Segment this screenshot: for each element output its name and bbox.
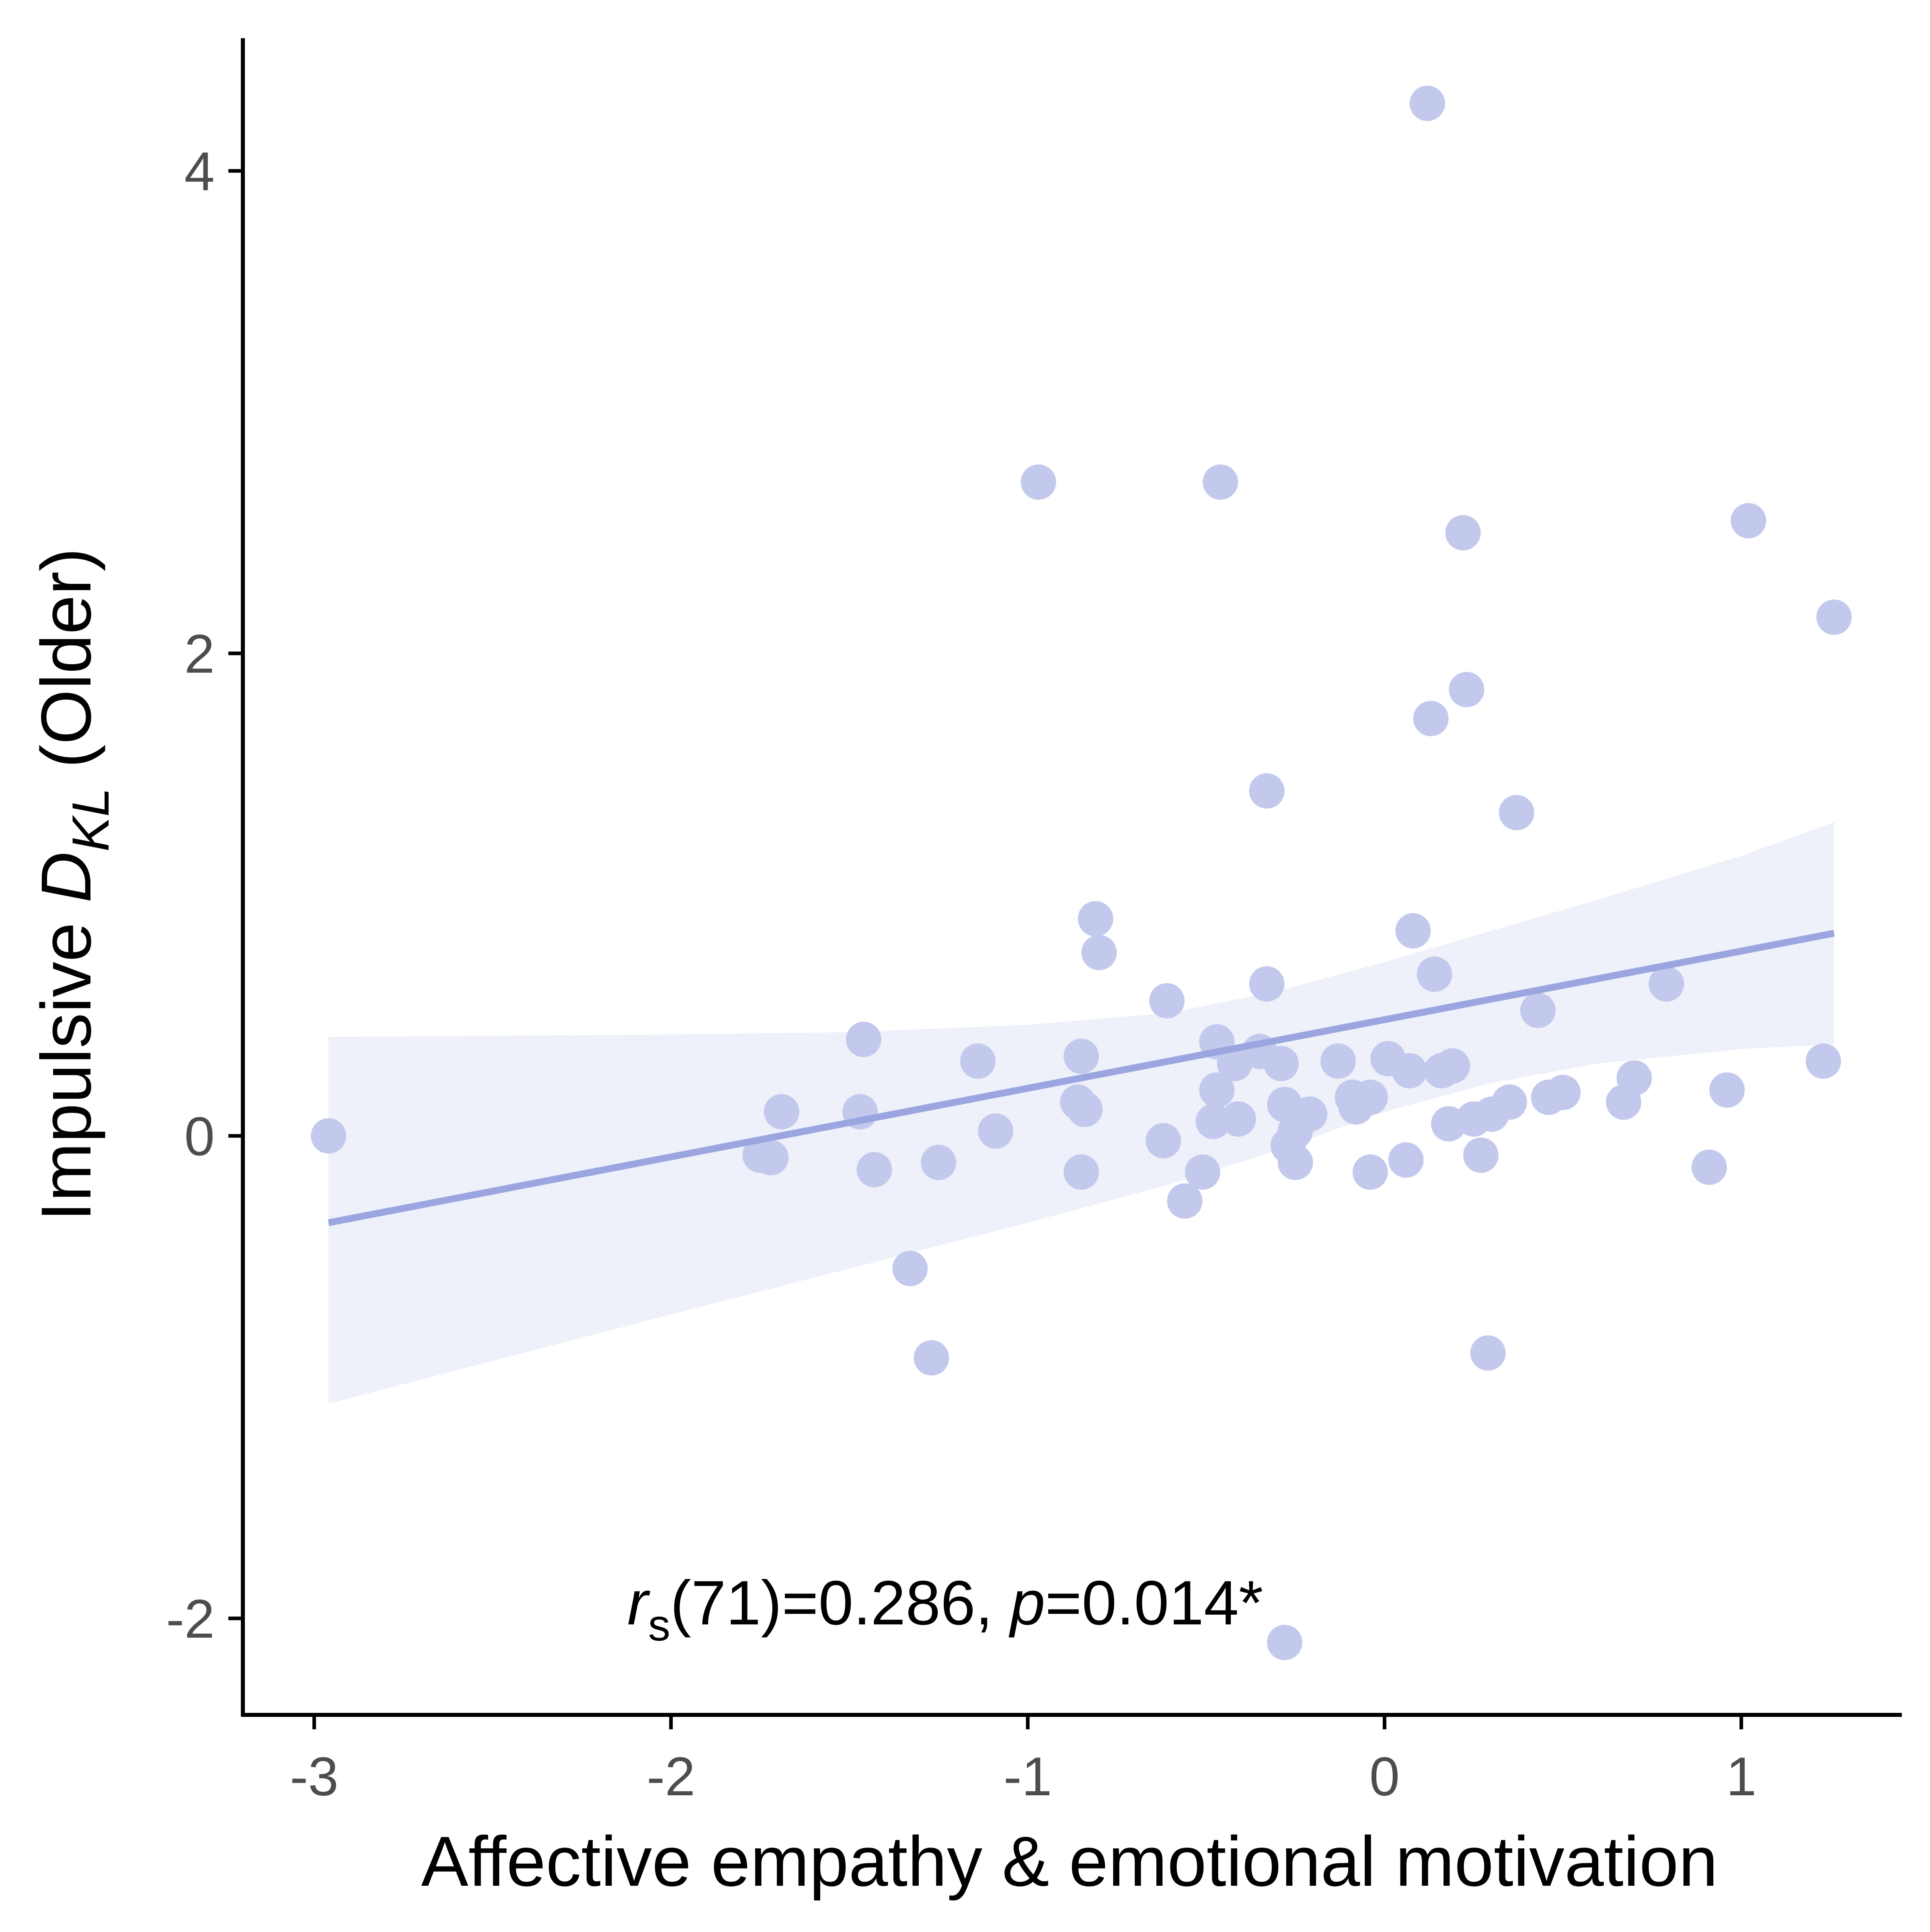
y-tick-label: 0 <box>184 1106 215 1167</box>
data-point-9 <box>914 1340 949 1376</box>
data-point-38 <box>1277 1145 1313 1180</box>
data-point-48 <box>1395 913 1431 949</box>
data-point-39 <box>1292 1096 1328 1132</box>
annotation-r-subscript: s <box>648 1601 670 1650</box>
data-point-22 <box>1167 1183 1203 1219</box>
data-points-layer <box>311 86 1852 1660</box>
data-point-59 <box>1470 1335 1506 1371</box>
data-point-16 <box>1067 1092 1103 1127</box>
data-point-33 <box>1263 1046 1299 1081</box>
data-point-4 <box>764 1094 799 1129</box>
y-axis-title-suffix: (Older) <box>27 548 106 788</box>
data-point-8 <box>892 1251 928 1286</box>
x-tick-label: -2 <box>647 1746 695 1807</box>
x-tick-label: -3 <box>290 1746 339 1807</box>
data-point-17 <box>1064 1154 1099 1190</box>
annotation-r-symbol: r <box>627 1568 651 1638</box>
data-point-67 <box>1616 1060 1652 1096</box>
y-tick-label: 2 <box>184 623 215 684</box>
data-point-1 <box>311 1118 346 1154</box>
x-tick-label: 1 <box>1726 1746 1757 1807</box>
data-point-65 <box>1545 1075 1581 1110</box>
data-point-51 <box>1417 957 1452 992</box>
data-point-18 <box>1078 901 1113 936</box>
correlation-annotation: rs(71)=0.286, p=0.014* <box>627 1568 1263 1650</box>
x-tick-label: -1 <box>1004 1746 1052 1807</box>
data-point-49 <box>1409 86 1445 121</box>
y-axis-title: Impulsive DKL (Older) <box>27 548 120 1222</box>
data-point-71 <box>1731 503 1766 538</box>
data-point-19 <box>1081 935 1117 970</box>
data-point-44 <box>1352 1154 1388 1190</box>
axes-layer: -3 -2 -1 0 1 -2 0 2 4 <box>166 38 1902 1807</box>
data-point-43 <box>1352 1080 1388 1115</box>
data-point-12 <box>978 1113 1014 1149</box>
data-point-63 <box>1520 993 1556 1028</box>
data-point-10 <box>921 1145 957 1180</box>
annotation-p-rest: =0.014* <box>1045 1568 1263 1638</box>
y-tick-label: 4 <box>184 141 215 202</box>
data-point-7 <box>856 1152 892 1187</box>
annotation-p-symbol: p <box>1009 1568 1045 1638</box>
data-point-21 <box>1149 983 1185 1018</box>
data-point-29 <box>1220 1101 1256 1137</box>
data-point-61 <box>1492 1084 1527 1120</box>
data-point-68 <box>1649 966 1684 1002</box>
y-tick-label: -2 <box>166 1588 215 1649</box>
annotation-r-rest: (71)=0.286, <box>670 1568 1010 1638</box>
data-point-26 <box>1199 1072 1235 1108</box>
data-point-69 <box>1691 1150 1727 1185</box>
data-point-32 <box>1249 773 1285 809</box>
data-point-14 <box>1064 1039 1099 1074</box>
y-axis-title-prefix: Impulsive <box>27 903 106 1221</box>
regression-line <box>328 930 1835 1226</box>
data-point-62 <box>1499 795 1534 830</box>
data-point-58 <box>1463 1137 1499 1173</box>
data-point-50 <box>1413 701 1449 736</box>
data-point-23 <box>1185 1154 1220 1190</box>
data-point-55 <box>1445 515 1481 550</box>
data-point-20 <box>1146 1123 1181 1158</box>
y-axis-title-symbol: D <box>27 852 106 903</box>
data-point-31 <box>1249 966 1285 1002</box>
fit-line-layer <box>328 930 1835 1226</box>
data-point-54 <box>1435 1048 1470 1084</box>
data-point-27 <box>1203 464 1238 500</box>
data-point-72 <box>1805 1043 1841 1079</box>
data-point-11 <box>960 1043 996 1079</box>
data-point-3 <box>753 1140 789 1175</box>
data-point-6 <box>846 1022 881 1057</box>
data-point-36 <box>1267 1625 1302 1660</box>
data-point-40 <box>1320 1043 1356 1079</box>
data-point-73 <box>1816 600 1852 635</box>
x-axis-title: Affective empathy & emotional motivation <box>421 1822 1718 1901</box>
x-tick-label: 0 <box>1369 1746 1400 1807</box>
data-point-70 <box>1709 1072 1745 1108</box>
data-point-56 <box>1449 672 1484 707</box>
y-axis-title-subscript: KL <box>61 788 120 852</box>
data-point-46 <box>1388 1142 1424 1178</box>
data-point-13 <box>1020 464 1056 500</box>
data-point-47 <box>1392 1053 1427 1088</box>
